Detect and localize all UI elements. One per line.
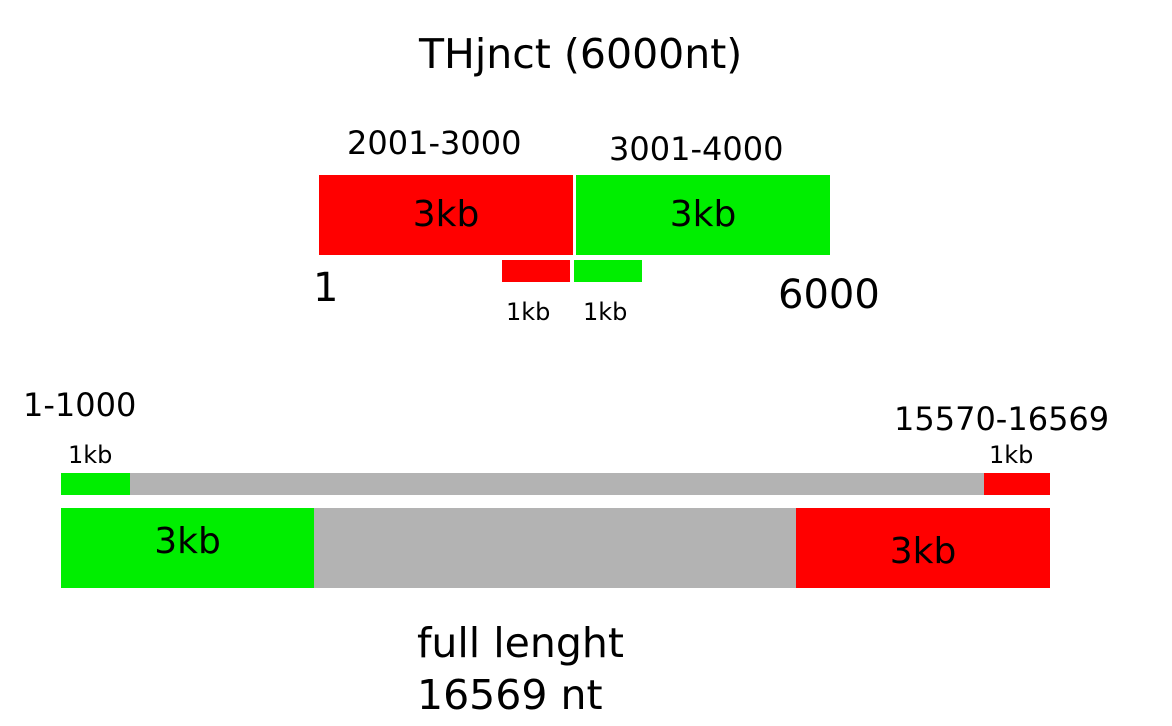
range-label-right: 3001-4000 — [609, 130, 784, 168]
end-position-label: 6000 — [778, 272, 880, 318]
range-label-end: 15570-16569 — [894, 400, 1110, 438]
wide-bar-red-label: 3kb — [889, 531, 957, 572]
caption-line-1: full lenght — [417, 619, 624, 667]
block-green-3kb: 3kb — [576, 175, 830, 255]
thin-bar-gray — [61, 473, 1050, 495]
wide-bar-green-3kb: 3kb — [61, 508, 314, 588]
wide-bar-green-label: 3kb — [154, 521, 221, 562]
segment-green-label: 1kb — [583, 298, 628, 326]
caption-line-2: 16569 nt — [417, 671, 603, 719]
thin-bar-red-1kb — [984, 473, 1050, 495]
segment-red-1kb — [502, 260, 570, 282]
segment-start-label: 1kb — [68, 441, 113, 469]
wide-bar-red-3kb: 3kb — [796, 508, 1050, 588]
thjnct-title: THjnct (6000nt) — [419, 30, 743, 78]
segment-red-label: 1kb — [506, 298, 551, 326]
segment-end-label: 1kb — [989, 441, 1034, 469]
start-position-label: 1 — [313, 265, 339, 311]
segment-green-1kb — [574, 260, 642, 282]
block-red-3kb: 3kb — [319, 175, 573, 255]
block-green-label: 3kb — [669, 194, 737, 235]
thin-bar-green-1kb — [61, 473, 130, 495]
block-red-label: 3kb — [412, 194, 480, 235]
range-label-start: 1-1000 — [23, 386, 137, 424]
range-label-left: 2001-3000 — [347, 124, 522, 162]
